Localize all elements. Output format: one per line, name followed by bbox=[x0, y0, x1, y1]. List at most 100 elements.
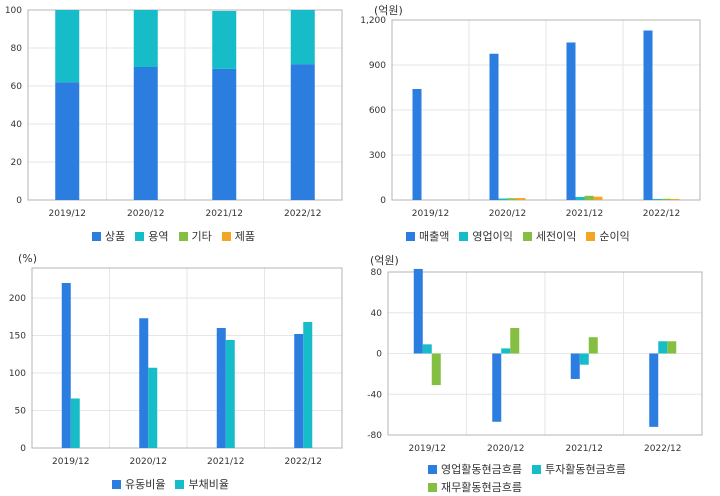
x-tick-label: 2020/12 bbox=[130, 457, 167, 467]
legend-item[interactable]: 부채비율 bbox=[175, 476, 229, 492]
legend-label: 제품 bbox=[234, 230, 255, 243]
y-tick-label: 600 bbox=[369, 106, 386, 116]
y-tick-label: 50 bbox=[15, 407, 27, 417]
y-tick-label: 80 bbox=[371, 268, 383, 278]
chart-panel-revenue-profit: (억원) 0 300 600 900 1,200 2019/12 2020/12 2021/1… bbox=[360, 0, 720, 248]
bar-재무활동현금흐름 bbox=[510, 328, 520, 354]
bar-매출액 bbox=[489, 53, 499, 200]
bar-상품 bbox=[290, 64, 315, 201]
legend-item[interactable]: 매출액 bbox=[406, 228, 449, 244]
legend-swatch bbox=[92, 231, 101, 241]
bar-매출액 bbox=[643, 30, 653, 200]
legend-label: 상품 bbox=[105, 230, 126, 243]
bar-세전이익 bbox=[661, 198, 671, 200]
chart-ratios: 0 50 100 150 200 2019/12 2020/12 2021/12 2022/12 bbox=[9, 267, 343, 467]
x-tick-label: 2019/12 bbox=[409, 444, 446, 454]
bar-부채비율 bbox=[225, 340, 235, 448]
legend-item[interactable]: 투자활동현금흐름 bbox=[531, 461, 626, 477]
legend-label: 세전이익 bbox=[535, 230, 577, 243]
bar-순이익 bbox=[593, 196, 603, 200]
chart-panel-sales-mix: 0 20 40 60 80 100 2019/12 2020/12 2021/12 2022/12… bbox=[0, 0, 360, 248]
legend-swatch bbox=[428, 464, 437, 474]
bar-영업이익 bbox=[575, 197, 585, 200]
legend-swatch bbox=[531, 464, 541, 474]
legend-swatch bbox=[522, 231, 532, 241]
bar-용역 bbox=[212, 10, 237, 69]
bar-영업이익 bbox=[498, 198, 508, 200]
bar-상품 bbox=[55, 82, 80, 200]
legend-item[interactable]: 유동비율 bbox=[112, 476, 165, 492]
x-tick-label: 2019/12 bbox=[412, 209, 449, 219]
legend-item[interactable]: 제품 bbox=[221, 228, 255, 244]
plot-frame bbox=[27, 9, 343, 201]
bar-투자활동현금흐름 bbox=[422, 344, 432, 354]
y-tick-label: 40 bbox=[371, 309, 383, 319]
legend-swatch bbox=[428, 482, 437, 492]
y-tick-label: -80 bbox=[367, 431, 382, 441]
bar-재무활동현금흐름 bbox=[667, 341, 677, 354]
bar-순이익 bbox=[516, 198, 526, 200]
bar-부채비율 bbox=[70, 398, 80, 448]
x-tick-label: 2021/12 bbox=[566, 444, 603, 454]
legend-item[interactable]: 기타 bbox=[178, 228, 212, 244]
bar-상품 bbox=[212, 68, 237, 201]
bar-용역 bbox=[290, 10, 315, 65]
bar-영업활동현금흐름 bbox=[570, 353, 580, 379]
legend-item[interactable]: 세전이익 bbox=[522, 228, 577, 244]
legend-revenue-profit: 매출액 영업이익 세전이익 순이익 bbox=[406, 228, 706, 244]
bar-부채비율 bbox=[148, 367, 158, 448]
bar-용역 bbox=[55, 10, 80, 83]
legend-swatch bbox=[221, 231, 231, 241]
bar-부채비율 bbox=[303, 322, 313, 448]
bar-영업이익 bbox=[652, 198, 662, 200]
y-tick-label: 80 bbox=[11, 44, 23, 54]
legend-item[interactable]: 재무활동현금흐름 bbox=[428, 479, 522, 495]
legend-item[interactable]: 영업활동현금흐름 bbox=[428, 461, 522, 477]
bar-투자활동현금흐름 bbox=[501, 348, 511, 354]
bar-유동비율 bbox=[216, 328, 226, 448]
legend-label: 부채비율 bbox=[188, 478, 229, 491]
legend-item[interactable]: 상품 bbox=[92, 228, 125, 244]
bar-유동비율 bbox=[294, 334, 304, 448]
y-tick-label: 300 bbox=[369, 151, 386, 161]
legend-label: 용역 bbox=[148, 230, 169, 243]
legend-label: 매출액 bbox=[419, 230, 450, 243]
y-tick-label: 1,200 bbox=[360, 16, 386, 26]
x-tick-label: 2020/12 bbox=[127, 209, 164, 219]
bar-상품 bbox=[133, 67, 158, 200]
unit-label-revenue: (억원) bbox=[374, 4, 403, 17]
y-tick-label: 40 bbox=[11, 120, 23, 130]
y-tick-label: 900 bbox=[369, 61, 386, 71]
legend-item[interactable]: 영업이익 bbox=[459, 228, 513, 244]
legend-item[interactable]: 용역 bbox=[135, 228, 169, 244]
bar-투자활동현금흐름 bbox=[658, 341, 668, 354]
x-tick-label: 2022/12 bbox=[644, 444, 681, 454]
bar-영업활동현금흐름 bbox=[492, 353, 502, 422]
x-tick-label: 2021/12 bbox=[207, 457, 244, 467]
bar-유동비율 bbox=[139, 318, 149, 448]
x-tick-label: 2020/12 bbox=[489, 209, 526, 219]
plot-frame bbox=[391, 19, 701, 201]
y-tick-label: 0 bbox=[376, 350, 382, 360]
bar-재무활동현금흐름 bbox=[588, 337, 598, 354]
y-tick-label: 200 bbox=[9, 294, 26, 304]
y-tick-label: 0 bbox=[16, 196, 22, 206]
y-tick-label: 100 bbox=[5, 6, 22, 16]
legend-swatch bbox=[135, 231, 145, 241]
chart-sales-mix: 0 20 40 60 80 100 2019/12 2020/12 2021/12 2022/12 bbox=[5, 6, 343, 219]
legend-ratios: 유동비율 부채비율 bbox=[112, 476, 352, 492]
legend-item[interactable]: 순이익 bbox=[586, 228, 630, 244]
bar-매출액 bbox=[412, 89, 422, 200]
x-tick-label: 2021/12 bbox=[206, 209, 243, 219]
legend-swatch bbox=[112, 479, 121, 489]
y-tick-label: 150 bbox=[9, 332, 26, 342]
legend-sales-mix: 상품 용역 기타 제품 bbox=[92, 228, 352, 244]
plot-frame bbox=[387, 271, 703, 436]
x-tick-label: 2020/12 bbox=[487, 444, 524, 454]
x-tick-label: 2019/12 bbox=[52, 457, 89, 467]
bar-재무활동현금흐름 bbox=[431, 353, 441, 386]
y-tick-label: 0 bbox=[380, 196, 386, 206]
chart-panel-ratios: (%) 0 50 100 150 200 2019/12 2020/12 2021/12 202… bbox=[0, 248, 360, 496]
bar-세전이익 bbox=[584, 195, 594, 200]
